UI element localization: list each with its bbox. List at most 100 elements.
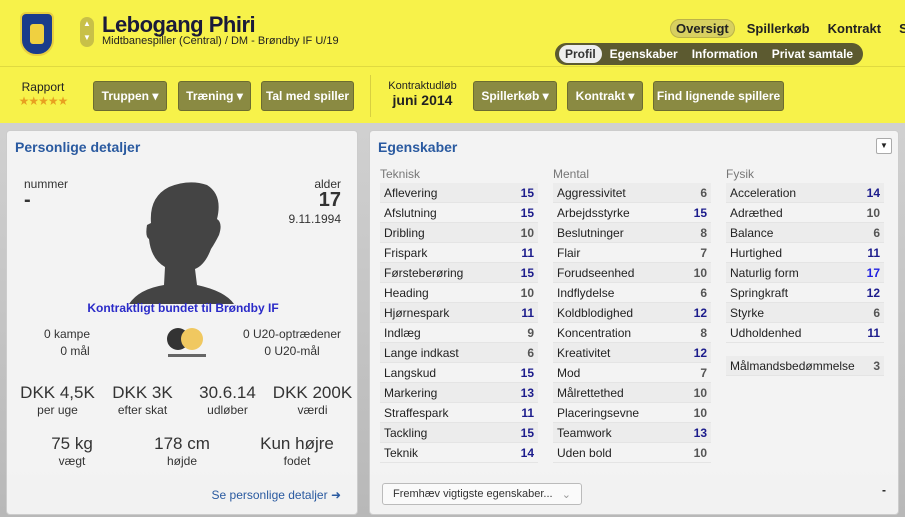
attribute-row[interactable]: Forudseenhed 10 [553, 263, 711, 283]
attribute-row[interactable]: Naturlig form 17 [726, 263, 884, 283]
attribute-row[interactable]: Aflevering 15 [380, 183, 538, 203]
attribute-value: 8 [700, 325, 707, 340]
attribute-row[interactable]: Flair 7 [553, 243, 711, 263]
attribute-row[interactable]: Teamwork 13 [553, 423, 711, 443]
attribute-row[interactable]: Langskud 15 [380, 363, 538, 383]
attribute-name: Kreativitet [557, 345, 611, 360]
subtab-information[interactable]: Information [691, 47, 758, 61]
attribute-name: Beslutninger [557, 225, 624, 240]
attribute-value: 10 [693, 405, 707, 420]
attribute-value: 14 [520, 445, 534, 460]
attribute-name: Førsteberøring [384, 265, 464, 280]
find-similar-button[interactable]: Find lignende spillere [653, 81, 784, 111]
subtab-egenskaber[interactable]: Egenskaber [609, 47, 678, 61]
attribute-name: Tackling [384, 425, 428, 440]
attribute-name: Langskud [384, 365, 437, 380]
stat-expires: 30.6.14 udløber [199, 383, 256, 417]
attribute-name: Aflevering [384, 185, 438, 200]
player-subtitle: Midtbanespiller (Central) / DM - Brøndby… [102, 35, 339, 47]
spillerkob-button[interactable]: Spillerkøb ▾ [473, 81, 557, 111]
attribute-row[interactable]: Springkraft 12 [726, 283, 884, 303]
attribute-row[interactable]: Hjørnespark 11 [380, 303, 538, 323]
attribute-value: 11 [521, 405, 534, 420]
attribute-row[interactable]: Lange indkast 6 [380, 343, 538, 363]
tab-more[interactable]: St [899, 21, 905, 36]
attribute-row[interactable]: Teknik 14 [380, 443, 538, 463]
attribute-row[interactable]: Målrettethed 10 [553, 383, 711, 403]
attribute-row[interactable]: Heading 10 [380, 283, 538, 303]
attribute-row[interactable]: Indlæg 9 [380, 323, 538, 343]
club-crest-icon [20, 12, 54, 56]
attribute-value: 10 [866, 205, 880, 220]
panel-title: Personlige detaljer [15, 139, 141, 155]
panel-menu-chevron-icon[interactable]: ▼ [876, 138, 892, 154]
attribute-row[interactable]: Straffespark 11 [380, 403, 538, 423]
attribute-row[interactable]: Hurtighed 11 [726, 243, 884, 263]
attribute-row[interactable]: Førsteberøring 15 [380, 263, 538, 283]
attribute-name: Dribling [384, 225, 425, 240]
attribute-row[interactable]: Frispark 11 [380, 243, 538, 263]
attribute-name: Teamwork [557, 425, 612, 440]
attribute-name: Koldblodighed [557, 305, 634, 320]
attributes-panel: Egenskaber ▼ Teknisk Aflevering 15 Afslutni… [369, 130, 899, 515]
attribute-name: Straffespark [384, 405, 449, 420]
attribute-value: 11 [867, 325, 880, 340]
attribute-row[interactable]: Aggressivitet 6 [553, 183, 711, 203]
tal-med-spiller-button[interactable]: Tal med spiller [261, 81, 354, 111]
attribute-row[interactable]: Dribling 10 [380, 223, 538, 243]
tab-spillerkob[interactable]: Spillerkøb [746, 21, 810, 36]
attribute-row[interactable]: Indflydelse 6 [553, 283, 711, 303]
attribute-value: 6 [873, 305, 880, 320]
traening-button[interactable]: Træning ▾ [178, 81, 251, 111]
attribute-name: Hjørnespark [384, 305, 450, 320]
attribute-name: Indflydelse [557, 285, 615, 300]
attribute-row[interactable]: Mod 7 [553, 363, 711, 383]
stat-after-tax: DKK 3K efter skat [112, 383, 173, 417]
attribute-row[interactable]: Balance 6 [726, 223, 884, 243]
attribute-row[interactable]: Styrke 6 [726, 303, 884, 323]
attribute-value: 8 [700, 225, 707, 240]
personal-details-link[interactable]: Se personlige detaljer ➜ [211, 488, 341, 502]
attribute-value: 15 [520, 265, 534, 280]
attribute-value: 15 [693, 205, 707, 220]
contract-label: Kontraktudløb [388, 80, 457, 92]
attribute-row[interactable]: Tackling 15 [380, 423, 538, 443]
attribute-value: 7 [700, 245, 707, 260]
star-rating-icon[interactable]: ★★★★★ [18, 94, 69, 108]
attribute-name: Adræthed [730, 205, 783, 220]
mental-column: Mental Aggressivitet 6 Arbejdsstyrke 15 Beslu… [553, 167, 711, 463]
attribute-value: 10 [520, 285, 534, 300]
attribute-row[interactable]: Uden bold 10 [553, 443, 711, 463]
attribute-row[interactable]: Koncentration 8 [553, 323, 711, 343]
attribute-row[interactable]: Adræthed 10 [726, 203, 884, 223]
subtab-privat-samtale[interactable]: Privat samtale [771, 47, 854, 61]
attribute-row[interactable]: Kreativitet 12 [553, 343, 711, 363]
player-name: Lebogang Phiri [102, 12, 256, 37]
attribute-name: Springkraft [730, 285, 789, 300]
contract-status-link[interactable]: Kontraktligt bundet til Brøndby IF [87, 301, 279, 315]
attribute-name: Placeringsevne [557, 405, 640, 420]
attribute-row[interactable]: Beslutninger 8 [553, 223, 711, 243]
truppen-button[interactable]: Truppen ▾ [93, 81, 167, 111]
attribute-row[interactable]: Udholdenhed 11 [726, 323, 884, 343]
attribute-name: Lange indkast [384, 345, 459, 360]
tab-kontrakt[interactable]: Kontrakt [827, 21, 882, 36]
attribute-name: Afslutning [384, 205, 437, 220]
tab-oversigt[interactable]: Oversigt [670, 19, 735, 38]
player-scroll-arrows[interactable]: ▲ ▼ [80, 17, 94, 47]
attribute-name: Flair [557, 245, 581, 260]
attribute-name: Balance [730, 225, 774, 240]
attribute-row[interactable]: Afslutning 15 [380, 203, 538, 223]
column-header: Teknisk [380, 167, 421, 181]
attribute-row[interactable]: Placeringsevne 10 [553, 403, 711, 423]
attribute-row[interactable]: Arbejdsstyrke 15 [553, 203, 711, 223]
kontrakt-button[interactable]: Kontrakt ▾ [567, 81, 643, 111]
attribute-row[interactable]: Markering 13 [380, 383, 538, 403]
column-header: Fysik [726, 167, 754, 181]
highlight-dropdown[interactable]: Fremhæv vigtigste egenskaber... ⌄ [382, 483, 582, 505]
subtab-profil[interactable]: Profil [559, 45, 602, 63]
attribute-name: Hurtighed [730, 245, 783, 260]
attribute-row[interactable]: Acceleration 14 [726, 183, 884, 203]
goals: 0 mål [60, 344, 90, 358]
attribute-row[interactable]: Koldblodighed 12 [553, 303, 711, 323]
